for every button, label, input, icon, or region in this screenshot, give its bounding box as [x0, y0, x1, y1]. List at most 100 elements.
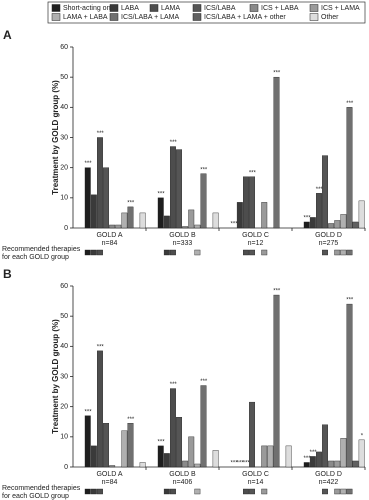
- bar: [176, 149, 183, 229]
- n-label: n=333: [173, 240, 193, 247]
- significance-label: ***: [97, 131, 105, 137]
- bar: [346, 107, 353, 229]
- bar: [358, 439, 365, 468]
- n-label: n=422: [319, 479, 339, 486]
- legend-swatch: [51, 13, 61, 21]
- recommended-square: [163, 249, 170, 256]
- recommended-square: [334, 249, 341, 256]
- bar: [115, 224, 122, 229]
- legend-label: ICS + LABA: [261, 5, 299, 12]
- bar: [267, 445, 274, 468]
- significance-label: ***: [85, 409, 93, 415]
- significance-label: ***: [237, 461, 245, 467]
- n-label: n=406: [173, 479, 193, 486]
- recommended-square: [169, 488, 176, 495]
- panel-label: A: [3, 28, 12, 42]
- legend-label: ICS/LABA + LAMA: [121, 14, 179, 21]
- x-tick-label: GOLD C: [242, 232, 269, 239]
- y-tick-label: 40: [60, 104, 68, 111]
- recommended-square: [340, 249, 347, 256]
- legend-label: ICS/LABA: [204, 5, 236, 12]
- bar: [352, 221, 359, 229]
- bar: [182, 460, 189, 468]
- y-axis-title: Treatment by GOLD group (%): [51, 80, 60, 195]
- recommended-square: [346, 249, 353, 256]
- recommended-square: [346, 488, 353, 495]
- significance-label: ***: [316, 187, 324, 193]
- bar: [169, 388, 176, 468]
- bar: [212, 450, 219, 468]
- recommended-square: [249, 488, 256, 495]
- recommended-square: [334, 488, 341, 495]
- x-tick-label: GOLD D: [315, 232, 342, 239]
- x-tick-label: GOLD C: [242, 471, 269, 478]
- significance-label: ***: [158, 439, 166, 445]
- bar: [109, 224, 116, 229]
- bar: [90, 445, 97, 468]
- n-label: n=14: [248, 479, 264, 486]
- y-tick-label: 10: [60, 195, 68, 202]
- bar: [157, 445, 164, 468]
- recommended-square: [322, 249, 328, 256]
- y-tick-label: 0: [64, 464, 68, 471]
- bar: [96, 137, 103, 229]
- x-tick-label: GOLD B: [169, 232, 196, 239]
- legend-label: Other: [321, 14, 339, 21]
- recommended-square: [90, 249, 97, 256]
- significance-label: ***: [231, 461, 239, 467]
- legend-box: [47, 1, 366, 24]
- legend-swatch: [309, 13, 319, 21]
- y-tick-label: 60: [60, 283, 68, 290]
- recommended-square: [194, 488, 201, 495]
- n-label: n=12: [248, 240, 264, 247]
- n-label: n=275: [319, 240, 339, 247]
- bar: [322, 424, 328, 468]
- bar: [242, 176, 249, 229]
- significance-label: ***: [170, 382, 178, 388]
- y-tick-label: 10: [60, 434, 68, 441]
- recommended-square: [322, 488, 328, 495]
- y-tick-label: 20: [60, 165, 68, 172]
- significance-label: ***: [85, 161, 93, 167]
- recommended-square: [249, 249, 256, 256]
- bar: [194, 224, 201, 229]
- panel-label: B: [3, 267, 12, 281]
- bar: [163, 215, 170, 229]
- significance-label: ***: [200, 167, 208, 173]
- n-label: n=84: [102, 240, 118, 247]
- significance-label: ***: [346, 298, 354, 304]
- bar: [176, 417, 183, 468]
- bar: [96, 350, 103, 468]
- bar: [316, 451, 322, 468]
- legend-swatch: [192, 4, 202, 12]
- significance-label: ***: [170, 140, 178, 146]
- bar: [163, 453, 170, 468]
- legend-swatch: [109, 13, 119, 21]
- y-tick-label: 0: [64, 225, 68, 232]
- bar: [309, 217, 316, 229]
- recommended-square: [340, 488, 347, 495]
- bar: [316, 193, 322, 229]
- bar: [109, 465, 116, 468]
- bar: [261, 445, 268, 468]
- legend-label: LAMA: [161, 5, 180, 12]
- significance-label: ***: [127, 200, 135, 206]
- bar: [249, 401, 256, 468]
- recommended-square: [163, 488, 170, 495]
- significance-label: ***: [273, 289, 281, 295]
- recommended-square: [90, 488, 97, 495]
- significance-label: ***: [310, 450, 318, 456]
- y-tick-label: 30: [60, 134, 68, 141]
- significance-label: ***: [127, 417, 135, 423]
- recommended-square: [261, 249, 268, 256]
- significance-label: ***: [97, 344, 105, 350]
- recommended-square: [96, 249, 103, 256]
- recommended-square: [261, 488, 268, 495]
- bar: [84, 415, 91, 468]
- bar: [340, 214, 347, 229]
- recommended-square: [84, 488, 91, 495]
- bar: [303, 221, 310, 229]
- significance-label: ***: [231, 222, 239, 228]
- y-tick-label: 30: [60, 373, 68, 380]
